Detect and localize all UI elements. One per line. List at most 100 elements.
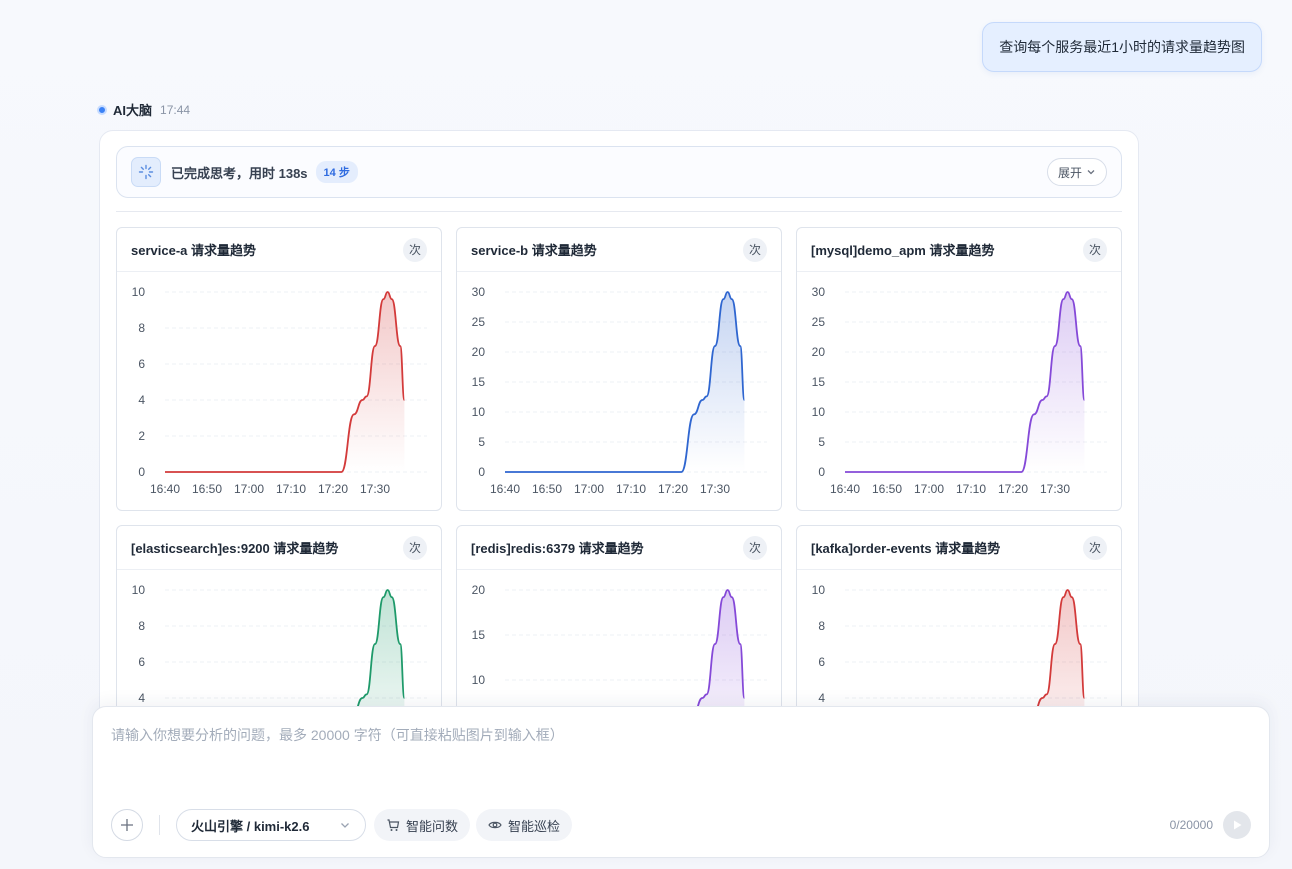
character-counter: 0/20000 xyxy=(1169,818,1213,832)
x-tick-label: 17:20 xyxy=(998,482,1028,496)
x-tick-label: 16:50 xyxy=(532,482,562,496)
y-tick-label: 6 xyxy=(138,655,145,669)
chart-title: [elasticsearch]es:9200 请求量趋势 xyxy=(131,541,339,556)
unit-badge[interactable]: 次 xyxy=(403,535,427,560)
toolbar-divider xyxy=(159,815,160,835)
chart-header: [redis]redis:6379 请求量趋势 次 xyxy=(457,526,781,570)
expand-label: 展开 xyxy=(1057,165,1082,180)
unit-badge[interactable]: 次 xyxy=(1083,535,1107,560)
y-tick-label: 10 xyxy=(812,405,826,419)
x-tick-label: 16:50 xyxy=(192,482,222,496)
chart-header: service-a 请求量趋势 次 xyxy=(117,228,441,272)
trend-chart: 0 5 10 15 20 25 30 16:40 16:50 17:00 17:10 17:20 17:… xyxy=(472,285,767,496)
user-message-text: 查询每个服务最近1小时的请求量趋势图 xyxy=(999,39,1245,55)
model-select-value: 火山引擎 / kimi-k2.6 xyxy=(191,818,310,834)
x-tick-label: 17:30 xyxy=(700,482,730,496)
sparkle-icon xyxy=(131,157,161,187)
model-select[interactable]: 火山引擎 / kimi-k2.6 xyxy=(176,809,366,841)
x-tick-label: 16:50 xyxy=(872,482,902,496)
user-message-bubble: 查询每个服务最近1小时的请求量趋势图 xyxy=(982,22,1262,72)
series-line[interactable] xyxy=(165,291,406,473)
x-tick-label: 17:10 xyxy=(276,482,306,496)
chart-title: [mysql]demo_apm 请求量趋势 xyxy=(811,243,995,258)
y-tick-label: 2 xyxy=(138,429,145,443)
chart-title: service-a 请求量趋势 xyxy=(131,243,256,258)
trend-chart: 0 2 4 6 8 10 16:40 16:50 17:00 17:10 17:20 17:30 xyxy=(132,285,427,496)
x-tick-label: 17:20 xyxy=(318,482,348,496)
assistant-timestamp: 17:44 xyxy=(160,102,191,117)
thinking-status-text: 已完成思考，用时 138s xyxy=(171,165,308,181)
y-tick-label: 6 xyxy=(138,357,145,371)
y-tick-label: 0 xyxy=(478,465,485,479)
x-tick-label: 16:40 xyxy=(490,482,520,496)
y-tick-label: 30 xyxy=(812,285,826,299)
smart-patrol-label: 智能巡检 xyxy=(508,818,561,834)
x-tick-label: 17:30 xyxy=(1040,482,1070,496)
y-tick-label: 20 xyxy=(812,345,826,359)
y-tick-label: 10 xyxy=(812,583,826,597)
y-tick-label: 10 xyxy=(472,673,486,687)
series-area xyxy=(165,292,405,472)
unit-badge[interactable]: 次 xyxy=(1083,237,1107,262)
send-icon xyxy=(1234,820,1242,830)
series-line[interactable] xyxy=(845,291,1086,473)
y-tick-label: 0 xyxy=(138,465,145,479)
y-tick-label: 20 xyxy=(472,345,486,359)
send-button[interactable] xyxy=(1223,811,1251,839)
x-tick-label: 17:10 xyxy=(956,482,986,496)
chevron-down-icon xyxy=(341,823,349,828)
y-tick-label: 5 xyxy=(818,435,825,449)
chart-card: service-a 请求量趋势 次 0 2 4 6 8 10 16:40 16:50 17:00 17… xyxy=(116,227,442,511)
section-divider xyxy=(116,211,1122,212)
x-tick-label: 17:10 xyxy=(616,482,646,496)
series-line[interactable] xyxy=(505,291,746,473)
message-composer: 火山引擎 / kimi-k2.6 智能问数 智能巡检 0/20000 xyxy=(92,706,1270,858)
chart-header: [elasticsearch]es:9200 请求量趋势 次 xyxy=(117,526,441,570)
x-tick-label: 17:00 xyxy=(234,482,264,496)
trend-chart: 0 5 10 15 20 25 30 16:40 16:50 17:00 17:10 17:20 17:… xyxy=(812,285,1107,496)
chart-plot-area: 0 2 4 6 8 10 16:40 16:50 17:00 17:10 17:20 17:30 xyxy=(117,272,441,510)
assistant-status-dot xyxy=(97,104,107,115)
unit-badge[interactable]: 次 xyxy=(403,237,427,262)
message-input[interactable] xyxy=(111,725,1251,795)
y-tick-label: 10 xyxy=(132,583,146,597)
y-tick-label: 20 xyxy=(472,583,486,597)
chart-plot-area: 0 5 10 15 20 25 30 16:40 16:50 17:00 17:10 17:20 17:… xyxy=(457,272,781,510)
smart-ask-label: 智能问数 xyxy=(406,818,459,834)
y-tick-label: 15 xyxy=(472,628,486,642)
unit-badge[interactable]: 次 xyxy=(743,237,767,262)
chart-title: [redis]redis:6379 请求量趋势 xyxy=(471,541,644,556)
x-tick-label: 16:40 xyxy=(150,482,180,496)
add-attachment-button[interactable] xyxy=(111,809,143,841)
x-tick-label: 17:00 xyxy=(914,482,944,496)
step-count-badge: 14 步 xyxy=(315,161,358,183)
cart-chart-icon xyxy=(387,819,400,831)
plus-icon xyxy=(121,819,133,831)
chart-title: service-b 请求量趋势 xyxy=(471,243,597,258)
unit-badge[interactable]: 次 xyxy=(743,535,767,560)
y-tick-label: 30 xyxy=(472,285,486,299)
eye-icon xyxy=(488,821,502,829)
chevron-down-icon xyxy=(1087,170,1095,175)
chart-header: service-b 请求量趋势 次 xyxy=(457,228,781,272)
chart-header: [kafka]order-events 请求量趋势 次 xyxy=(797,526,1121,570)
thinking-summary: 已完成思考，用时 138s 14 步 展开 xyxy=(116,146,1122,198)
expand-thinking-button[interactable]: 展开 xyxy=(1046,158,1107,186)
y-tick-label: 10 xyxy=(132,285,146,299)
x-tick-label: 17:30 xyxy=(360,482,390,496)
smart-patrol-button[interactable]: 智能巡检 xyxy=(476,809,573,841)
y-tick-label: 4 xyxy=(818,691,825,705)
y-tick-label: 0 xyxy=(818,465,825,479)
y-tick-label: 4 xyxy=(138,691,145,705)
y-tick-label: 8 xyxy=(138,619,145,633)
smart-ask-button[interactable]: 智能问数 xyxy=(374,809,471,841)
y-tick-label: 25 xyxy=(812,315,826,329)
y-tick-label: 8 xyxy=(818,619,825,633)
x-tick-label: 17:20 xyxy=(658,482,688,496)
chart-plot-area: 0 5 10 15 20 25 30 16:40 16:50 17:00 17:10 17:20 17:… xyxy=(797,272,1121,510)
chart-header: [mysql]demo_apm 请求量趋势 次 xyxy=(797,228,1121,272)
y-tick-label: 15 xyxy=(812,375,826,389)
x-tick-label: 16:40 xyxy=(830,482,860,496)
y-tick-label: 8 xyxy=(138,321,145,335)
chart-title: [kafka]order-events 请求量趋势 xyxy=(811,541,1001,556)
